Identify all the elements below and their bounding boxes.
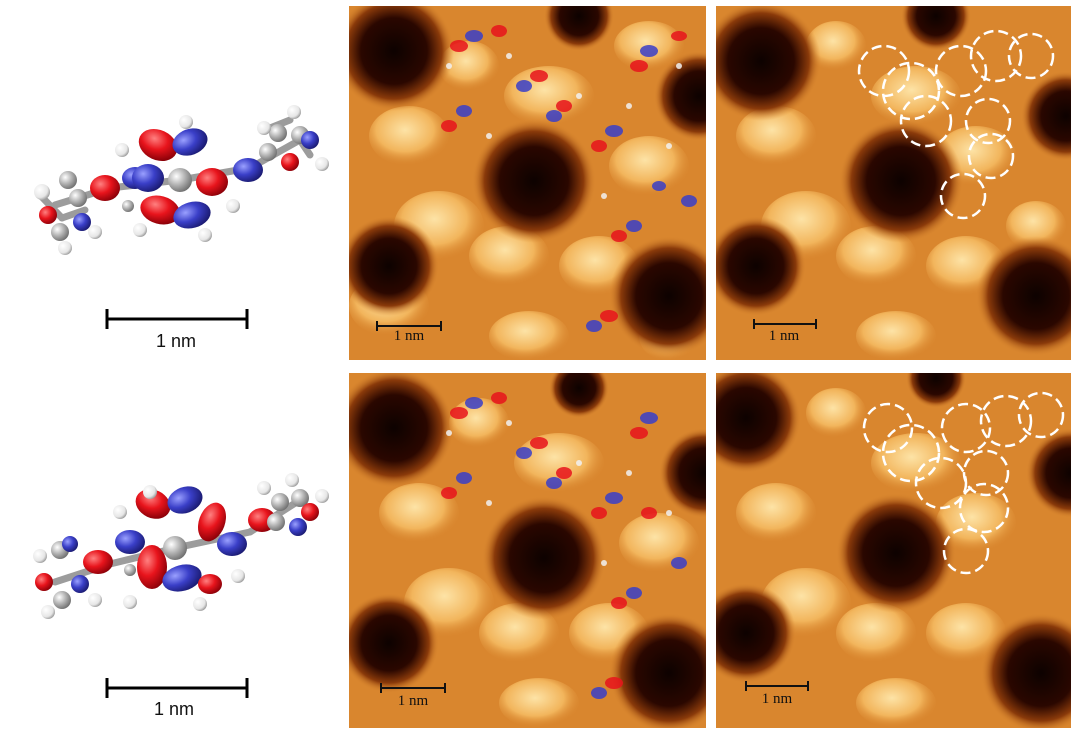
- stm-image-bottom-overlay: 1 nm: [349, 373, 706, 728]
- scale-bar-label: 1 nm: [154, 699, 194, 719]
- scale-bar-label: 1 nm: [769, 328, 800, 344]
- dark-pores: [716, 373, 1071, 728]
- left-imidazole-ring: [34, 171, 102, 255]
- stm-topography: 1 nm: [716, 6, 1071, 360]
- molecule-panel-bottom: 1 nm: [0, 372, 340, 736]
- scale-bar-label: 1 nm: [762, 691, 793, 707]
- molecular-overlay: [441, 392, 687, 699]
- right-imidazole-ring: [257, 105, 329, 171]
- stm-topography: 1 nm: [349, 373, 706, 728]
- scale-bar: 1 nm: [380, 683, 446, 709]
- scale-bar: 1 nm: [105, 678, 249, 719]
- stm-topography: 1 nm: [716, 373, 1071, 728]
- molecule-model-bottom: 1 nm: [33, 473, 329, 719]
- molecule-model-top: 1 nm: [34, 105, 329, 351]
- stm-image-top-plain: 1 nm: [716, 6, 1071, 360]
- molecule-panel-top: 1 nm: [0, 0, 340, 362]
- frontier-orbital-lobes: [83, 485, 276, 611]
- dark-pores: [349, 373, 706, 728]
- scale-bar-label: 1 nm: [394, 328, 425, 344]
- dark-pores: [349, 6, 706, 356]
- scale-bar-label: 1 nm: [398, 693, 429, 709]
- dark-pores: [716, 6, 1071, 356]
- dashed-circle-annotations: [862, 391, 1065, 575]
- left-imidazole-ring: [33, 536, 102, 619]
- scale-bar-label: 1 nm: [156, 331, 196, 351]
- stm-image-top-overlay: 1 nm: [349, 6, 706, 360]
- scale-bar: 1 nm: [105, 309, 249, 351]
- dashed-circle-annotations: [857, 29, 1055, 220]
- scale-bar: 1 nm: [745, 681, 809, 707]
- scale-bar: 1 nm: [376, 321, 442, 344]
- stm-topography: 1 nm: [349, 6, 706, 360]
- stm-image-bottom-plain: 1 nm: [716, 373, 1071, 728]
- scale-bar: 1 nm: [753, 319, 817, 344]
- right-imidazole-ring: [257, 473, 329, 536]
- molecular-overlay: [441, 25, 697, 332]
- frontier-orbital-lobes: [90, 115, 263, 242]
